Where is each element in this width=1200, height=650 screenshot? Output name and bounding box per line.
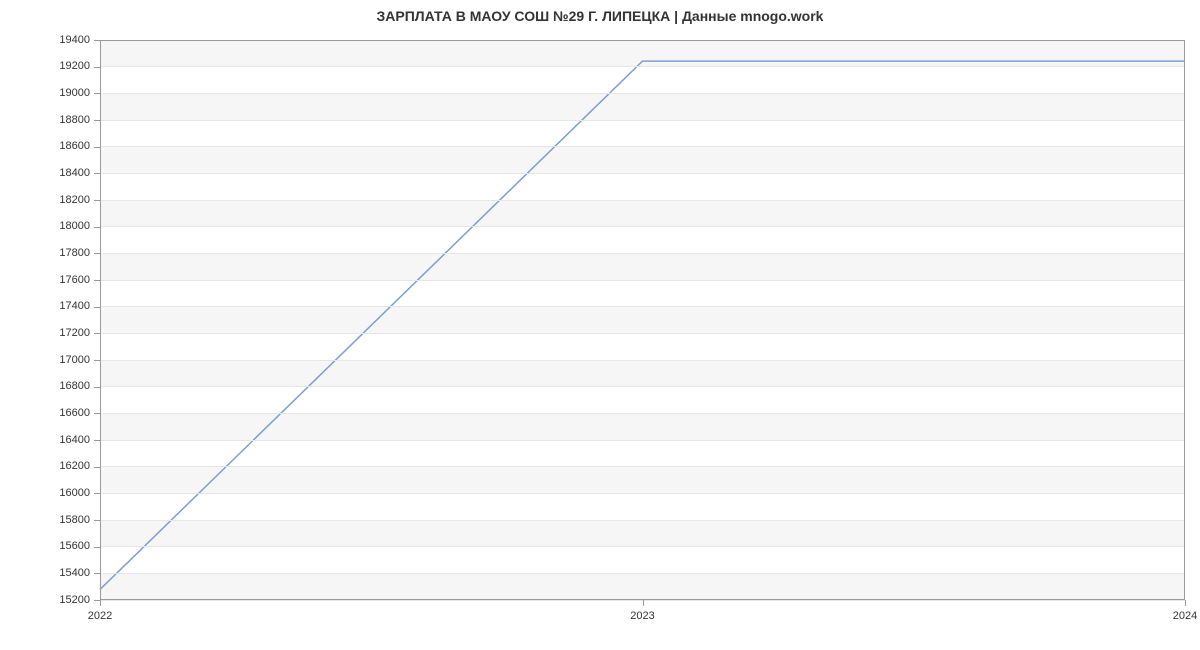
y-tick-mark xyxy=(94,413,100,414)
y-tick-label: 17800 xyxy=(0,247,90,259)
y-tick-mark xyxy=(94,307,100,308)
y-tick-mark xyxy=(94,547,100,548)
plot-area xyxy=(100,40,1185,600)
y-tick-mark xyxy=(94,387,100,388)
y-tick-label: 19200 xyxy=(0,60,90,72)
y-tick-mark xyxy=(94,120,100,121)
y-tick-label: 17200 xyxy=(0,327,90,339)
y-tick-label: 16400 xyxy=(0,434,90,446)
y-tick-mark xyxy=(94,467,100,468)
y-tick-mark xyxy=(94,173,100,174)
y-tick-label: 19000 xyxy=(0,87,90,99)
y-tick-mark xyxy=(94,440,100,441)
y-tick-label: 15200 xyxy=(0,594,90,606)
y-tick-mark xyxy=(94,67,100,68)
y-tick-mark xyxy=(94,253,100,254)
y-tick-label: 16800 xyxy=(0,380,90,392)
y-tick-label: 17400 xyxy=(0,300,90,312)
y-tick-label: 18000 xyxy=(0,220,90,232)
y-tick-label: 17000 xyxy=(0,354,90,366)
y-tick-label: 16600 xyxy=(0,407,90,419)
y-tick-mark xyxy=(94,280,100,281)
x-tick-mark xyxy=(1185,600,1186,606)
y-tick-mark xyxy=(94,40,100,41)
x-tick-label: 2024 xyxy=(1155,610,1200,622)
y-tick-mark xyxy=(94,493,100,494)
plot-border xyxy=(100,40,1185,600)
y-tick-label: 15600 xyxy=(0,540,90,552)
x-tick-label: 2023 xyxy=(613,610,673,622)
y-tick-label: 18400 xyxy=(0,167,90,179)
y-tick-label: 18200 xyxy=(0,194,90,206)
y-tick-label: 17600 xyxy=(0,274,90,286)
y-tick-mark xyxy=(94,520,100,521)
y-tick-mark xyxy=(94,227,100,228)
y-tick-mark xyxy=(94,573,100,574)
y-tick-label: 18600 xyxy=(0,140,90,152)
x-tick-label: 2022 xyxy=(70,610,130,622)
chart-container: ЗАРПЛАТА В МАОУ СОШ №29 Г. ЛИПЕЦКА | Дан… xyxy=(0,0,1200,650)
y-tick-mark xyxy=(94,333,100,334)
chart-title: ЗАРПЛАТА В МАОУ СОШ №29 Г. ЛИПЕЦКА | Дан… xyxy=(0,8,1200,24)
y-tick-label: 15400 xyxy=(0,567,90,579)
y-tick-label: 16000 xyxy=(0,487,90,499)
y-tick-mark xyxy=(94,93,100,94)
x-tick-mark xyxy=(100,600,101,606)
y-tick-mark xyxy=(94,147,100,148)
y-tick-label: 15800 xyxy=(0,514,90,526)
y-tick-mark xyxy=(94,360,100,361)
y-tick-label: 19400 xyxy=(0,34,90,46)
y-tick-label: 16200 xyxy=(0,460,90,472)
y-tick-mark xyxy=(94,200,100,201)
y-tick-label: 18800 xyxy=(0,114,90,126)
x-tick-mark xyxy=(643,600,644,606)
